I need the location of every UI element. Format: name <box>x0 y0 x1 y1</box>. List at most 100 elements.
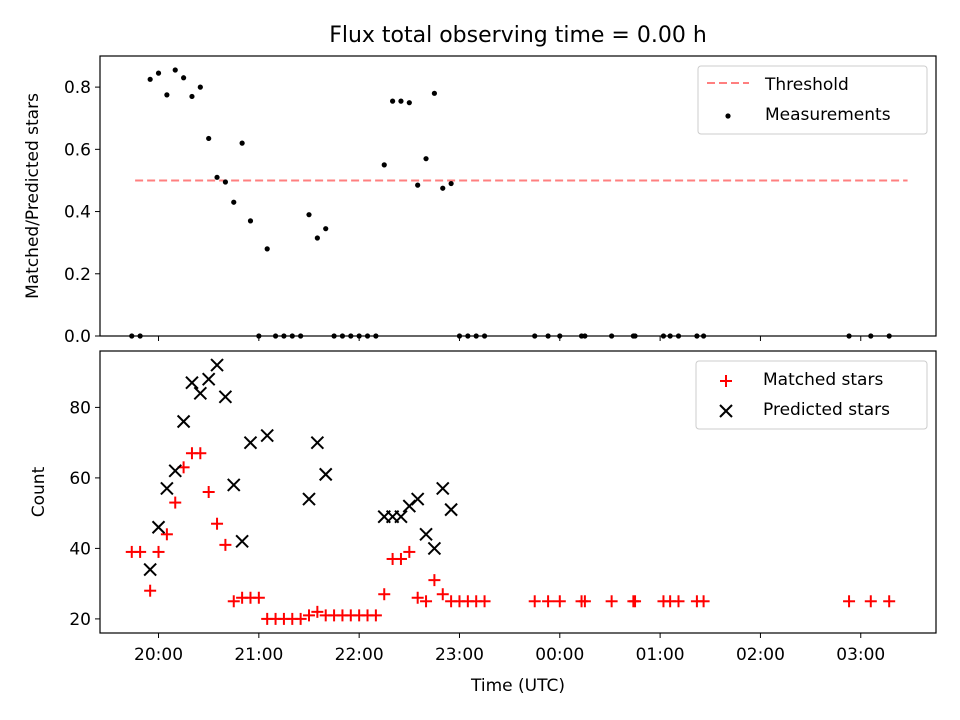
chart-title: Flux total observing time = 0.00 h <box>329 23 707 48</box>
matched-star-point <box>528 595 541 608</box>
bottom-y-tick-label: 80 <box>69 398 91 418</box>
measurement-point <box>197 84 203 90</box>
predicted-star-point-b <box>176 414 191 429</box>
top-y-tick-label: 0.2 <box>64 265 91 285</box>
predicted-star-point <box>176 414 191 429</box>
matched-star-point <box>629 595 642 608</box>
matched-star-point <box>160 528 173 541</box>
matched-star-point <box>411 591 424 604</box>
matched-star-point <box>542 595 555 608</box>
measurement-point <box>189 93 195 100</box>
predicted-star-point <box>210 358 224 372</box>
measurement-point <box>398 98 404 104</box>
predicted-star-point-b <box>260 428 274 443</box>
matched-star-point <box>394 552 407 565</box>
matched-star-point <box>403 545 416 558</box>
matched-star-point <box>194 447 207 460</box>
top-y-tick-label: 0.8 <box>64 78 91 98</box>
measurement-point <box>181 75 187 81</box>
bottom-y-ticks: 20 40 60 80 <box>69 398 100 630</box>
top-legend: Threshold Measurements <box>697 65 928 135</box>
measurement-point <box>239 140 245 146</box>
predicted-star-point-b <box>302 492 316 506</box>
bottom-x-tick-label: 21:00 <box>234 645 283 665</box>
bottom-y-axis-label: Count <box>29 466 49 517</box>
predicted-star-point <box>201 372 216 386</box>
predicted-star-point <box>218 390 233 404</box>
measurement-point <box>264 246 270 252</box>
bottom-x-tick-label: 01:00 <box>636 645 685 665</box>
matched-star-point <box>420 595 433 608</box>
bottom-y-tick-label: 60 <box>69 469 91 489</box>
legend-matched-label: Matched stars <box>763 370 883 390</box>
predicted-star-point <box>243 435 258 450</box>
matched-star-point <box>578 595 591 608</box>
matched-star-point <box>303 609 315 622</box>
top-y-ticks: 0.0 0.2 0.4 0.6 0.8 <box>64 78 100 347</box>
measurement-point <box>147 76 153 82</box>
measurement-point <box>406 100 412 106</box>
predicted-star-point <box>227 478 241 492</box>
bottom-x-tick-label: 03:00 <box>836 645 885 665</box>
predicted-star-point-b <box>185 376 199 390</box>
matched-star-point <box>864 595 877 608</box>
predicted-star-point-b <box>201 372 216 386</box>
matched-star-point <box>697 595 710 608</box>
measurement-point <box>415 182 421 188</box>
predicted-star-point <box>193 386 208 401</box>
matched-star-point <box>843 595 856 608</box>
predicted-star-point-b <box>310 435 325 450</box>
predicted-star-point-b <box>143 562 157 577</box>
matched-star-point <box>252 591 265 604</box>
predicted-star-point <box>185 376 199 390</box>
measurement-point <box>448 180 454 187</box>
measurement-point <box>231 199 237 205</box>
bottom-y-tick-label: 40 <box>69 539 91 559</box>
top-axes-frame <box>99 55 937 337</box>
predicted-star-point-b <box>160 481 174 496</box>
matched-star-point <box>219 538 232 551</box>
matched-star-point <box>134 545 147 558</box>
top-panel: 0.0 0.2 0.4 0.6 0.8 Matched/Predicted stars <box>23 55 937 347</box>
predicted-star-point-b <box>168 464 182 478</box>
measurement-point <box>440 185 446 191</box>
predicted-star-point-b <box>227 478 241 492</box>
bottom-panel: 20 40 60 80 20:00 21:00 22:00 23:00 00:00 01:00 0… <box>29 350 937 696</box>
predicted-star-point-b <box>436 481 450 496</box>
matched-star-point <box>378 588 391 601</box>
predicted-star-point <box>419 527 433 542</box>
bottom-y-tick-label: 20 <box>69 610 91 630</box>
predicted-star-point <box>260 428 274 443</box>
predicted-star-point-b <box>444 502 458 517</box>
bottom-plot-content <box>125 358 896 625</box>
measurement-point <box>390 98 396 104</box>
matched-star-point <box>211 517 224 530</box>
measurement-point <box>172 67 178 73</box>
predicted-star-point-b <box>193 386 208 401</box>
bottom-legend-box <box>695 360 928 430</box>
legend-matched-swatch <box>720 375 732 387</box>
legend-threshold-label: Threshold <box>764 75 849 95</box>
matched-star-point <box>152 545 165 558</box>
matched-star-point <box>672 595 685 608</box>
predicted-star-point <box>151 520 166 534</box>
measurement-point <box>306 212 312 218</box>
measurement-point <box>155 70 162 76</box>
measurement-point <box>381 162 387 168</box>
matched-star-point <box>478 595 491 608</box>
top-y-axis-label: Matched/Predicted stars <box>23 93 43 299</box>
top-y-tick-label: 0.0 <box>64 327 91 347</box>
predicted-star-point <box>436 481 450 496</box>
top-x-ticks <box>158 336 862 341</box>
predicted-star-point <box>235 534 249 549</box>
predicted-star-point <box>444 502 458 517</box>
top-y-tick-label: 0.6 <box>64 140 91 160</box>
predicted-star-point-b <box>394 509 408 524</box>
matched-star-point <box>202 486 215 498</box>
predicted-star-point-b <box>410 492 425 506</box>
measurement-point <box>247 218 254 224</box>
x-axis-label: Time (UTC) <box>470 676 565 696</box>
matched-star-point <box>553 595 566 608</box>
matched-star-point <box>428 574 441 587</box>
